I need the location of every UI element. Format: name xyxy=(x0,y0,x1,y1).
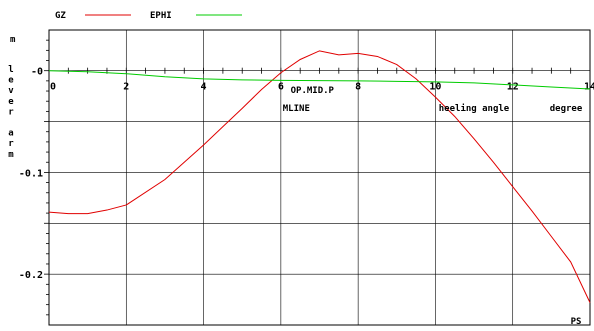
y-axis-label-char: r xyxy=(8,139,14,149)
legend: GZ EPHI xyxy=(55,11,242,21)
y-axis-label-char: e xyxy=(8,97,14,107)
annotation-mline: MLINE xyxy=(283,104,310,114)
annotation-ps: PS xyxy=(571,317,582,327)
series xyxy=(48,50,591,303)
y-unit-label: m xyxy=(10,35,16,45)
series-line-ephi xyxy=(48,70,591,90)
x-tick-label: 12 xyxy=(507,82,519,93)
x-tick-label: 8 xyxy=(355,82,361,93)
series-line-gz xyxy=(48,50,591,303)
x-unit-label: degree xyxy=(550,104,583,114)
x-tick-label: 2 xyxy=(123,82,129,93)
y-axis-label-char: m xyxy=(8,150,14,160)
plot-frame xyxy=(48,29,591,326)
y-axis-label-char: l xyxy=(8,65,13,75)
x-tick-label: 6 xyxy=(278,82,284,93)
y-axis-label-char: a xyxy=(8,129,13,139)
annotation-op-mid-p: OP.MID.P xyxy=(291,86,335,96)
y-tick-label: -0.1 xyxy=(19,168,43,179)
x-tick-label: 0 xyxy=(50,82,56,93)
x-tick-labels: 0 2 4 6 8 10 12 14 xyxy=(50,82,594,93)
y-tick-label: -0 xyxy=(31,67,43,78)
y-axis-label-char: r xyxy=(8,107,14,117)
y-axis-label-char: e xyxy=(8,76,14,86)
y-tick-labels: -0 -0.1 -0.2 xyxy=(19,67,43,281)
x-tick-label: 10 xyxy=(429,82,441,93)
x-axis-label: heeling angle xyxy=(439,103,510,114)
legend-label-ephi: EPHI xyxy=(150,11,172,21)
axis-ticks xyxy=(44,39,572,316)
y-tick-label: -0.2 xyxy=(19,270,43,281)
y-axis-label-char: v xyxy=(8,86,14,96)
legend-label-gz: GZ xyxy=(55,11,66,21)
x-tick-label: 14 xyxy=(584,82,594,93)
x-tick-label: 4 xyxy=(201,82,207,93)
